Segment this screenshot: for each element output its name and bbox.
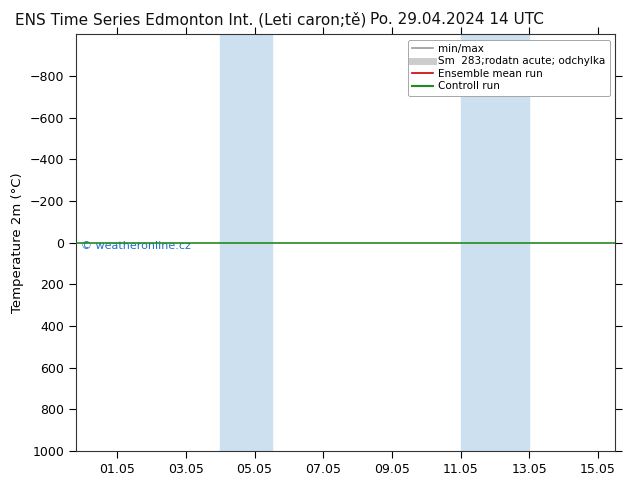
Bar: [460, 34, 529, 451]
Text: Po. 29.04.2024 14 UTC: Po. 29.04.2024 14 UTC: [370, 12, 543, 27]
Y-axis label: Temperature 2m (°C): Temperature 2m (°C): [11, 172, 24, 313]
Text: © weatheronline.cz: © weatheronline.cz: [81, 241, 191, 251]
Bar: [220, 34, 272, 451]
Legend: min/max, Sm  283;rodatn acute; odchylka, Ensemble mean run, Controll run: min/max, Sm 283;rodatn acute; odchylka, …: [408, 40, 610, 96]
Text: ENS Time Series Edmonton Int. (Leti caron;tě): ENS Time Series Edmonton Int. (Leti caro…: [15, 12, 366, 28]
